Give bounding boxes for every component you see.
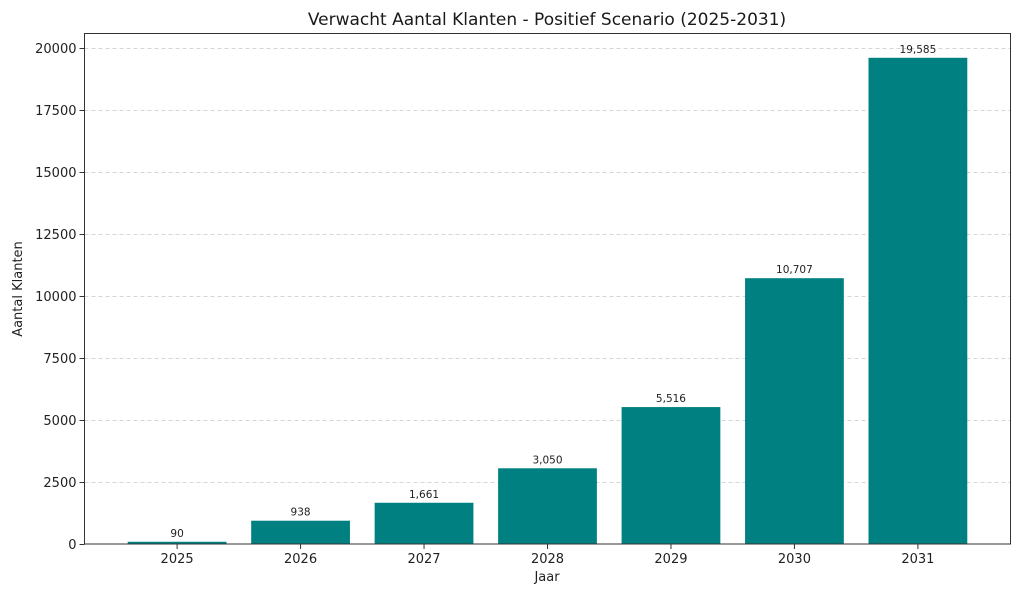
data-label-2031: 19,585 bbox=[900, 44, 937, 56]
data-label-2026: 938 bbox=[291, 507, 311, 519]
bar-2031 bbox=[868, 57, 968, 544]
x-tick-label: 2026 bbox=[284, 552, 317, 567]
x-tick-label: 2031 bbox=[901, 552, 934, 567]
grid-lines bbox=[84, 48, 1011, 483]
x-axis-ticks: 2025 2026 2027 2028 2029 2030 2031 bbox=[161, 544, 934, 567]
y-axis-ticks: 0 2500 5000 7500 10000 12500 15000 17500 20000 bbox=[35, 42, 85, 553]
y-axis-label: Aantal Klanten bbox=[11, 241, 26, 337]
y-tick-label: 12500 bbox=[35, 228, 76, 243]
x-tick-label: 2028 bbox=[531, 552, 564, 567]
data-label-2027: 1,661 bbox=[409, 489, 439, 501]
data-label-2029: 5,516 bbox=[656, 393, 686, 405]
chart-title: Verwacht Aantal Klanten - Positief Scena… bbox=[308, 10, 786, 30]
bar-2027 bbox=[374, 502, 474, 544]
y-tick-label: 20000 bbox=[35, 42, 76, 57]
bar-2028 bbox=[498, 468, 597, 544]
x-axis-label: Jaar bbox=[533, 570, 560, 585]
data-label-2028: 3,050 bbox=[532, 454, 562, 466]
y-tick-label: 15000 bbox=[35, 166, 76, 181]
bars bbox=[127, 57, 968, 544]
y-tick-label: 5000 bbox=[43, 414, 76, 429]
data-label-2025: 90 bbox=[170, 528, 183, 540]
bar-2025 bbox=[127, 541, 227, 544]
y-tick-label: 2500 bbox=[43, 476, 76, 491]
y-tick-label: 10000 bbox=[35, 290, 76, 305]
x-tick-label: 2030 bbox=[778, 552, 811, 567]
bar-2026 bbox=[251, 520, 350, 544]
bar-2029 bbox=[621, 407, 721, 544]
y-tick-label: 7500 bbox=[43, 352, 76, 367]
data-labels: 90 938 1,661 3,050 5,516 10,707 19,585 bbox=[170, 44, 936, 540]
y-tick-label: 0 bbox=[68, 538, 76, 553]
y-tick-label: 17500 bbox=[35, 104, 76, 119]
x-tick-label: 2029 bbox=[654, 552, 687, 567]
x-tick-label: 2025 bbox=[161, 552, 194, 567]
x-tick-label: 2027 bbox=[407, 552, 440, 567]
bar-2030 bbox=[745, 278, 844, 544]
data-label-2030: 10,707 bbox=[776, 264, 813, 276]
